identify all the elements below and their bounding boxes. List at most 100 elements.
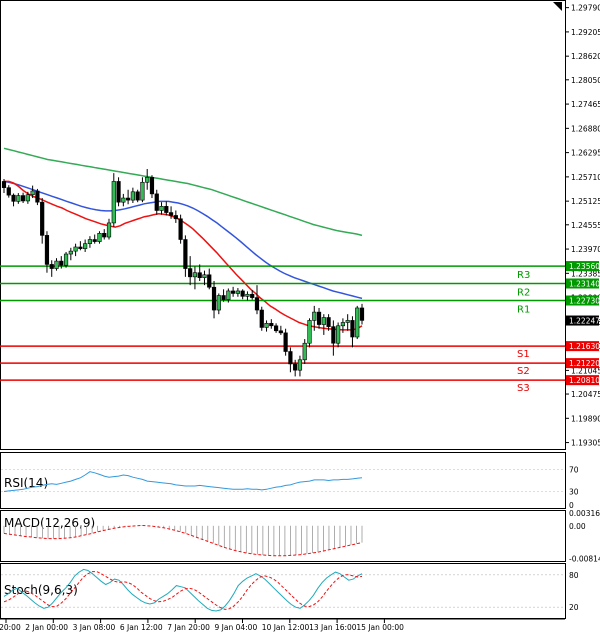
candle bbox=[54, 258, 59, 271]
price-tick-label: 1.26880 bbox=[571, 124, 600, 133]
candle bbox=[140, 177, 145, 203]
time-tick-label: 2 Jan 20:00 bbox=[0, 623, 21, 632]
candle-body bbox=[35, 190, 40, 203]
candle bbox=[178, 214, 183, 244]
level-name-r2: R2 bbox=[517, 287, 530, 298]
candle-body bbox=[340, 322, 346, 327]
candle bbox=[250, 290, 255, 300]
candle-body bbox=[316, 311, 322, 325]
candle bbox=[188, 256, 193, 286]
candle-body bbox=[73, 246, 78, 252]
rsi-label: RSI(14) bbox=[4, 476, 48, 490]
level-price-box bbox=[566, 261, 599, 272]
time-tick-label: 7 Jan 20:00 bbox=[167, 623, 210, 632]
candle bbox=[135, 189, 140, 203]
level-price-box bbox=[566, 295, 599, 306]
candle bbox=[154, 189, 159, 215]
candle bbox=[59, 256, 64, 269]
candle bbox=[302, 339, 307, 364]
candle bbox=[226, 288, 231, 303]
candle bbox=[87, 236, 93, 248]
level-name-s2: S2 bbox=[517, 366, 530, 377]
price-tick-label: 1.19890 bbox=[571, 414, 600, 423]
candle bbox=[321, 314, 326, 335]
candle bbox=[355, 305, 360, 340]
candle-body bbox=[345, 320, 350, 323]
candle-body bbox=[25, 194, 30, 202]
current-price-box bbox=[566, 315, 599, 326]
candle-body bbox=[226, 290, 231, 300]
candle-body bbox=[235, 290, 240, 294]
candle-body bbox=[149, 176, 155, 195]
level-name-r3: R3 bbox=[517, 270, 530, 281]
ma-green-line bbox=[3, 147, 363, 237]
candle bbox=[16, 193, 21, 204]
stoch-panel: Stoch(9,6,3) 80 20 bbox=[0, 563, 579, 619]
level-price-box bbox=[566, 341, 599, 352]
candle-body bbox=[11, 194, 16, 202]
candle-body bbox=[302, 342, 307, 361]
candle bbox=[202, 270, 207, 286]
candle-body bbox=[87, 239, 93, 244]
candle-body bbox=[40, 201, 45, 236]
price-tick-label: 1.24555 bbox=[571, 221, 600, 230]
candle-body bbox=[183, 239, 188, 269]
level-name-s1: S1 bbox=[517, 349, 530, 360]
candle-body bbox=[264, 323, 269, 328]
candle bbox=[1, 178, 7, 194]
candle bbox=[288, 347, 293, 373]
candle-body bbox=[297, 359, 303, 371]
candle bbox=[68, 247, 73, 261]
macd-panel: MACD(12,26,9) 0.003163 0.00 -0.008144 bbox=[0, 509, 600, 563]
macd-tick-label: 0.003163 bbox=[569, 509, 600, 518]
level-price-box bbox=[566, 278, 599, 289]
price-tick-label: 1.23385 bbox=[571, 269, 600, 278]
candle bbox=[145, 169, 150, 190]
candle-body bbox=[321, 317, 326, 325]
macd-tick-label: 0.00 bbox=[569, 522, 586, 531]
candle-body bbox=[83, 243, 88, 249]
time-tick-label: 10 Jan 12:00 bbox=[262, 623, 310, 632]
time-tick-label: 3 Jan 08:00 bbox=[73, 623, 116, 632]
candle bbox=[293, 359, 298, 377]
stoch-main-line bbox=[3, 568, 363, 612]
price-tick-label: 1.27465 bbox=[571, 100, 600, 109]
candle-body bbox=[154, 193, 159, 211]
candle bbox=[192, 266, 198, 290]
candle bbox=[106, 218, 112, 240]
price-tick-label: 1.26295 bbox=[571, 149, 600, 158]
current-price-label: 1.22247 bbox=[569, 317, 600, 326]
candle-body bbox=[278, 330, 283, 334]
candle bbox=[30, 185, 35, 199]
ma-blue-line bbox=[3, 180, 363, 300]
candle bbox=[25, 191, 30, 204]
candle bbox=[111, 173, 116, 228]
candle bbox=[11, 193, 16, 207]
candle bbox=[269, 319, 274, 329]
candle-body bbox=[293, 363, 298, 371]
candle-body bbox=[106, 222, 112, 238]
candle-body bbox=[273, 325, 279, 332]
candle-body bbox=[192, 272, 198, 278]
rsi-tick-label: 0 bbox=[569, 501, 574, 510]
price-tick-label: 1.28050 bbox=[571, 76, 600, 85]
candle bbox=[116, 177, 121, 207]
level-price-box bbox=[566, 358, 599, 369]
candle bbox=[168, 206, 174, 219]
candle bbox=[126, 189, 131, 205]
candle bbox=[312, 305, 317, 331]
time-axis: 2 Jan 20:00 2 Jan 00:00 3 Jan 08:00 6 Jan 1… bbox=[0, 618, 565, 632]
level-price-label: 1.20810 bbox=[569, 376, 600, 385]
candle bbox=[73, 243, 78, 257]
candle-body bbox=[130, 191, 135, 201]
candle-body bbox=[164, 206, 169, 213]
time-tick-label: 15 Jan 00:00 bbox=[356, 623, 404, 632]
level-price-label: 1.23140 bbox=[569, 279, 600, 288]
candle-body bbox=[140, 181, 145, 201]
candle bbox=[307, 318, 312, 348]
price-tick-label: 1.21045 bbox=[571, 366, 600, 375]
macd-signal-line bbox=[3, 524, 363, 557]
top-right-marker-icon bbox=[553, 2, 562, 11]
candle bbox=[159, 202, 164, 215]
